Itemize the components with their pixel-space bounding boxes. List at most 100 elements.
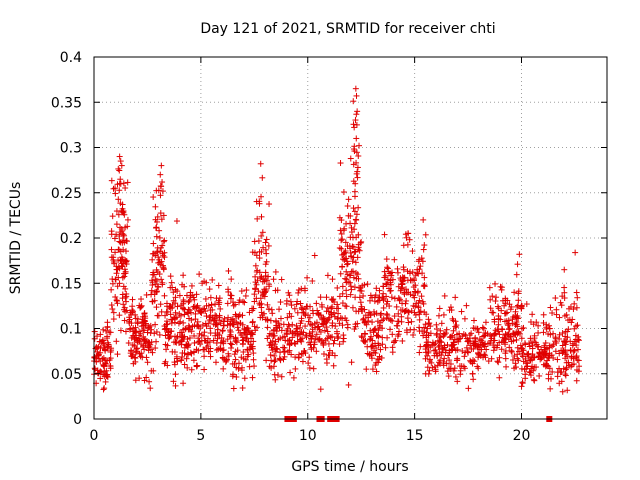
- data-point: [186, 315, 193, 322]
- data-point: [134, 338, 141, 345]
- data-point: [108, 302, 115, 309]
- data-point: [185, 310, 192, 317]
- data-point: [536, 372, 543, 379]
- data-point: [203, 323, 210, 330]
- data-point: [186, 297, 193, 304]
- data-point: [233, 373, 240, 380]
- data-point: [103, 372, 110, 379]
- data-point: [261, 293, 268, 300]
- data-point: [159, 179, 166, 186]
- data-point: [183, 355, 190, 362]
- data-point: [540, 329, 547, 336]
- data-point: [156, 227, 163, 234]
- data-point: [114, 351, 121, 358]
- data-point: [243, 287, 250, 294]
- y-tick-label: 0.25: [51, 186, 82, 202]
- data-point: [268, 306, 275, 313]
- data-point: [94, 367, 101, 374]
- data-point: [103, 367, 110, 374]
- data-point: [451, 365, 458, 372]
- data-point: [232, 301, 239, 308]
- data-point: [108, 246, 115, 253]
- data-point: [124, 223, 131, 230]
- data-point: [325, 340, 332, 347]
- data-point: [104, 319, 111, 326]
- data-point: [160, 238, 167, 245]
- data-point: [122, 285, 129, 292]
- data-point: [167, 284, 174, 291]
- data-point: [97, 331, 104, 338]
- data-point: [168, 279, 175, 286]
- data-point: [94, 348, 101, 355]
- data-point: [234, 347, 241, 354]
- data-point: [394, 322, 401, 329]
- data-point: [223, 356, 230, 363]
- data-point: [249, 319, 256, 326]
- data-point: [354, 174, 361, 181]
- data-point: [211, 317, 218, 324]
- data-point: [454, 378, 461, 385]
- data-point: [572, 249, 579, 256]
- data-point: [268, 357, 275, 364]
- data-point: [116, 265, 123, 272]
- data-point: [190, 303, 197, 310]
- data-point: [492, 280, 499, 287]
- data-point: [177, 318, 184, 325]
- data-point-peak: [561, 266, 568, 273]
- data-point: [117, 248, 124, 255]
- data-point: [262, 269, 269, 276]
- data-point: [269, 347, 276, 354]
- data-point: [405, 319, 412, 326]
- data-point: [381, 231, 388, 238]
- data-point: [171, 319, 178, 326]
- data-point: [276, 306, 283, 313]
- data-point: [123, 257, 130, 264]
- data-point: [380, 290, 387, 297]
- data-point: [317, 386, 324, 393]
- data-point: [227, 327, 234, 334]
- data-point: [127, 347, 134, 354]
- data-point: [203, 313, 210, 320]
- data-point: [258, 248, 265, 255]
- data-point: [405, 308, 412, 315]
- data-point: [354, 108, 361, 115]
- data-point: [225, 314, 232, 321]
- data-point: [169, 316, 176, 323]
- data-point: [119, 262, 126, 269]
- data-point: [241, 375, 248, 382]
- data-point: [459, 347, 466, 354]
- data-point: [113, 266, 120, 273]
- data-point: [187, 326, 194, 333]
- data-point: [121, 304, 128, 311]
- data-point: [120, 283, 127, 290]
- data-point: [190, 357, 197, 364]
- data-point: [123, 258, 130, 265]
- data-point: [310, 365, 317, 372]
- data-point: [141, 317, 148, 324]
- data-point: [440, 311, 447, 318]
- data-point: [110, 258, 117, 265]
- data-point: [258, 213, 265, 220]
- data-point: [154, 312, 161, 319]
- data-point: [416, 349, 423, 356]
- data-point: [452, 294, 459, 301]
- data-point: [116, 312, 123, 319]
- data-point: [113, 338, 120, 345]
- data-point: [433, 321, 440, 328]
- y-tick-labels: 0 0.05 0.1 0.15 0.2 0.25 0.3 0.35 0.4: [51, 50, 82, 428]
- data-point: [393, 303, 400, 310]
- data-point: [546, 325, 553, 332]
- data-point: [138, 296, 145, 303]
- data-point: [496, 331, 503, 338]
- data-point: [250, 350, 257, 357]
- data-point: [567, 347, 574, 354]
- data-point: [324, 272, 331, 279]
- data-point-peak: [353, 135, 360, 142]
- data-point: [495, 359, 502, 366]
- data-point: [329, 276, 336, 283]
- data-point: [180, 380, 187, 387]
- data-point: [206, 286, 213, 293]
- data-point: [207, 330, 214, 337]
- data-point: [529, 311, 536, 318]
- data-point: [556, 314, 563, 321]
